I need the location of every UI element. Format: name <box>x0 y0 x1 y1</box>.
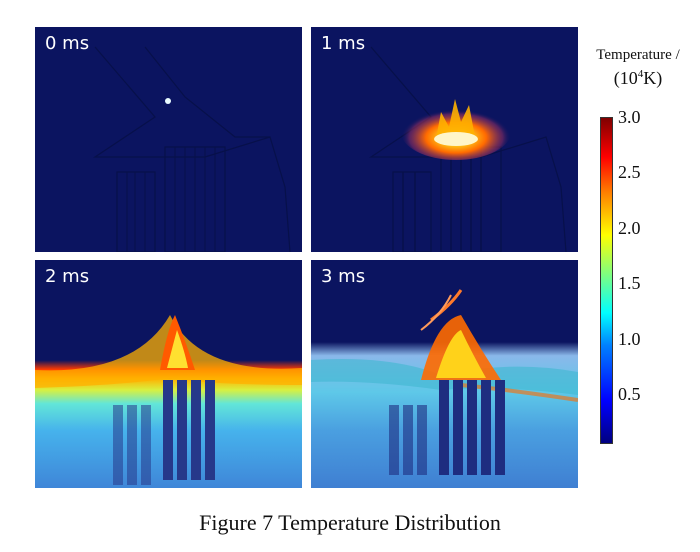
panel-2ms: 2 ms <box>35 260 302 488</box>
panel-time-label: 1 ms <box>321 33 366 54</box>
colorbar-tick: 1.0 <box>618 329 641 349</box>
colorbar-tick: 2.5 <box>618 162 641 182</box>
colorbar-tick: 0.5 <box>618 384 641 404</box>
panel-1ms: 1 ms <box>311 27 578 252</box>
temperature-field-3ms <box>311 260 578 488</box>
colorbar-tick: 1.5 <box>618 273 641 293</box>
panel-3ms: 3 ms <box>311 260 578 488</box>
colorbar <box>600 117 613 444</box>
figure-caption: Figure 7 Temperature Distribution <box>199 510 501 535</box>
temperature-field-0ms <box>35 27 302 252</box>
temperature-field-1ms <box>311 27 578 252</box>
panel-0ms: 0 ms <box>35 27 302 252</box>
colorbar-tick: 3.0 <box>618 107 641 127</box>
temperature-field-2ms <box>35 260 302 488</box>
panel-time-label: 2 ms <box>45 266 90 287</box>
panel-time-label: 3 ms <box>321 266 366 287</box>
colorbar-title: Temperature / <box>596 47 680 63</box>
colorbar-tick: 2.0 <box>618 218 641 238</box>
colorbar-unit: (104K) <box>613 68 663 88</box>
panel-time-label: 0 ms <box>45 33 90 54</box>
